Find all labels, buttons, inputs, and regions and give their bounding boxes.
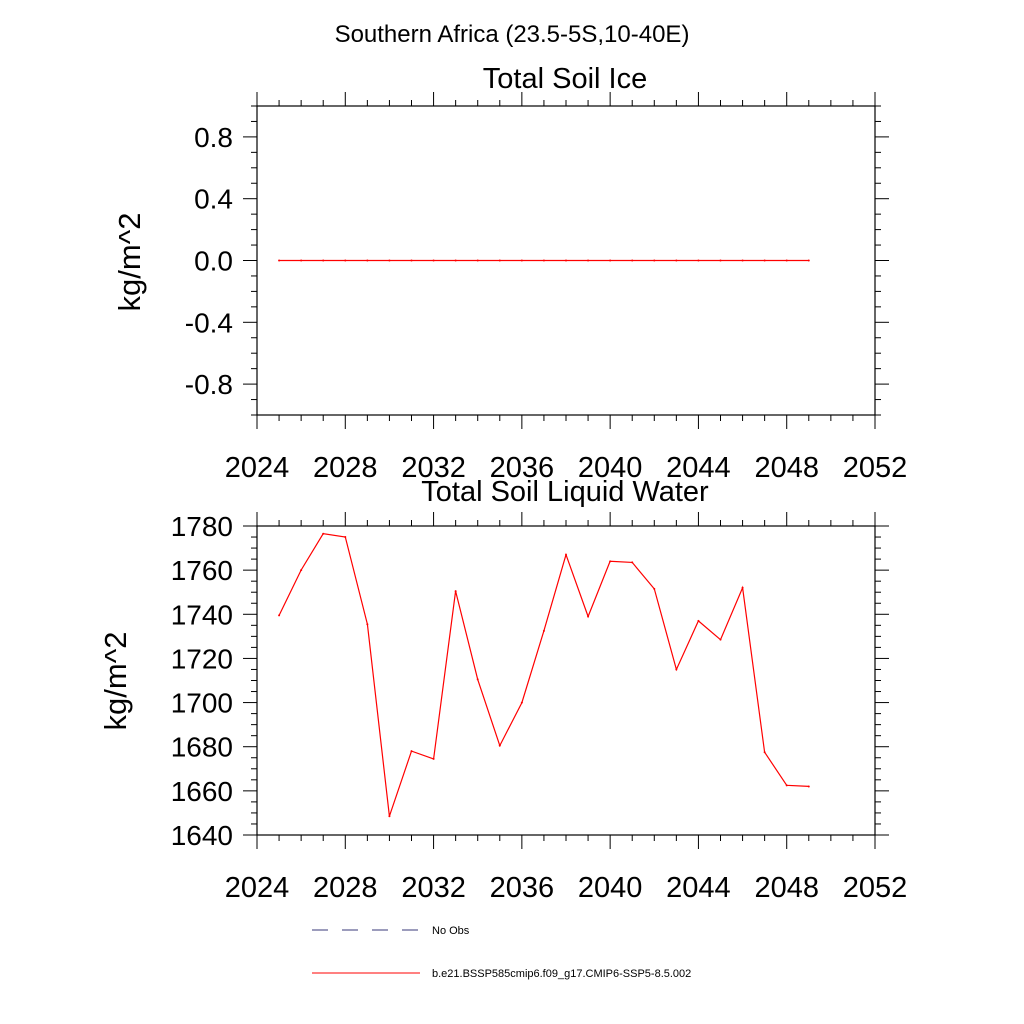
data-point	[807, 259, 810, 262]
y-tick-label: 1700	[171, 688, 233, 719]
x-tick-label: 2032	[401, 872, 466, 904]
series-line	[278, 533, 809, 817]
data-point	[675, 668, 678, 671]
data-point	[520, 701, 523, 704]
data-point	[565, 553, 567, 556]
data-point	[587, 259, 590, 262]
y-tick-label: 0.0	[194, 246, 233, 277]
data-point	[432, 259, 435, 262]
data-point	[498, 259, 501, 262]
data-point	[476, 259, 479, 262]
data-point	[741, 259, 744, 262]
data-point	[719, 638, 722, 641]
x-tick-label: 2040	[578, 452, 643, 484]
y-axis-label: kg/m^2	[112, 213, 147, 312]
data-point	[498, 744, 501, 747]
data-point	[741, 586, 744, 589]
y-tick-label: -0.8	[185, 369, 233, 400]
page-title: Southern Africa (23.5-5S,10-40E)	[335, 21, 690, 48]
data-point	[609, 560, 612, 563]
data-point	[631, 561, 634, 564]
data-point	[454, 590, 457, 593]
y-tick-label: 0.8	[194, 122, 233, 153]
data-point	[388, 259, 391, 262]
x-tick-label: 2028	[313, 452, 378, 484]
data-point	[322, 259, 325, 262]
plot-frame	[256, 525, 876, 836]
data-point	[807, 785, 810, 788]
y-tick-label: 0.4	[194, 184, 233, 215]
plot-frame	[256, 105, 876, 416]
data-point	[631, 259, 634, 262]
data-point	[410, 750, 413, 753]
data-point	[366, 623, 369, 626]
data-point	[366, 259, 369, 262]
data-point	[653, 587, 656, 590]
y-tick-label: 1760	[171, 555, 233, 586]
data-point	[785, 259, 788, 262]
data-point	[344, 259, 347, 262]
x-tick-label: 2048	[754, 452, 819, 484]
legend-label-model: b.e21.BSSP585cmip6.f09_g17.CMIP6-SSP5-8.…	[432, 968, 691, 980]
data-point	[565, 259, 567, 262]
data-point	[763, 259, 766, 262]
data-point	[785, 784, 788, 787]
data-point	[719, 259, 722, 262]
x-tick-label: 2036	[490, 452, 555, 484]
data-point	[697, 619, 700, 622]
data-point	[763, 751, 766, 754]
chart-soil-liquid-water: Total Soil Liquid Water kg/m^2 2024 2028 2…	[98, 476, 907, 904]
y-tick-label: 1720	[171, 643, 233, 674]
data-point	[542, 629, 545, 632]
data-point	[476, 678, 479, 681]
x-tick-label: 2024	[225, 452, 290, 484]
data-point	[388, 815, 391, 818]
legend-label-no-obs: No Obs	[432, 925, 470, 937]
data-point	[322, 532, 325, 535]
data-point	[653, 259, 656, 262]
data-point	[278, 259, 281, 262]
x-tick-label: 2036	[490, 872, 555, 904]
data-point	[697, 259, 700, 262]
x-tick-label: 2040	[578, 872, 643, 904]
x-tick-label: 2044	[666, 872, 731, 904]
data-point	[675, 259, 678, 262]
y-tick-label: 1660	[171, 776, 233, 807]
y-tick-label: 1640	[171, 820, 233, 851]
data-point	[344, 536, 347, 539]
y-tick-label: 1780	[171, 511, 233, 542]
ticks-layer: 2024 2028 2032 2036 2040 2044 2048 2052 -0.8 -0.4…	[185, 92, 908, 484]
data-point	[300, 259, 303, 262]
data-point	[278, 614, 281, 617]
x-tick-label: 2032	[401, 452, 466, 484]
y-tick-label: 1740	[171, 599, 233, 630]
x-tick-label: 2024	[225, 872, 290, 904]
data-point	[432, 757, 435, 760]
y-tick-label: 1680	[171, 732, 233, 763]
x-tick-label: 2028	[313, 872, 378, 904]
series-layer	[278, 532, 810, 818]
chart-title: Total Soil Liquid Water	[421, 476, 709, 508]
data-point	[609, 259, 612, 262]
data-point	[542, 259, 545, 262]
ticks-layer: 2024 2028 2032 2036 2040 2044 2048 2052 1640 1660…	[171, 511, 908, 904]
x-tick-label: 2052	[843, 872, 908, 904]
data-point	[454, 259, 457, 262]
data-point	[587, 615, 590, 618]
chart-title: Total Soil Ice	[483, 63, 647, 95]
y-tick-label: -0.4	[185, 307, 233, 338]
data-point	[410, 259, 413, 262]
x-tick-label: 2052	[843, 452, 908, 484]
data-point	[520, 259, 523, 262]
x-tick-label: 2044	[666, 452, 731, 484]
chart-soil-ice: Total Soil Ice kg/m^2 2024 2028 2032 2036 20…	[112, 63, 907, 484]
legend: No Obs b.e21.BSSP585cmip6.f09_g17.CMIP6-…	[312, 925, 691, 980]
series-layer	[278, 259, 810, 262]
data-point	[300, 569, 303, 572]
x-tick-label: 2048	[754, 872, 819, 904]
y-axis-label: kg/m^2	[98, 632, 133, 731]
